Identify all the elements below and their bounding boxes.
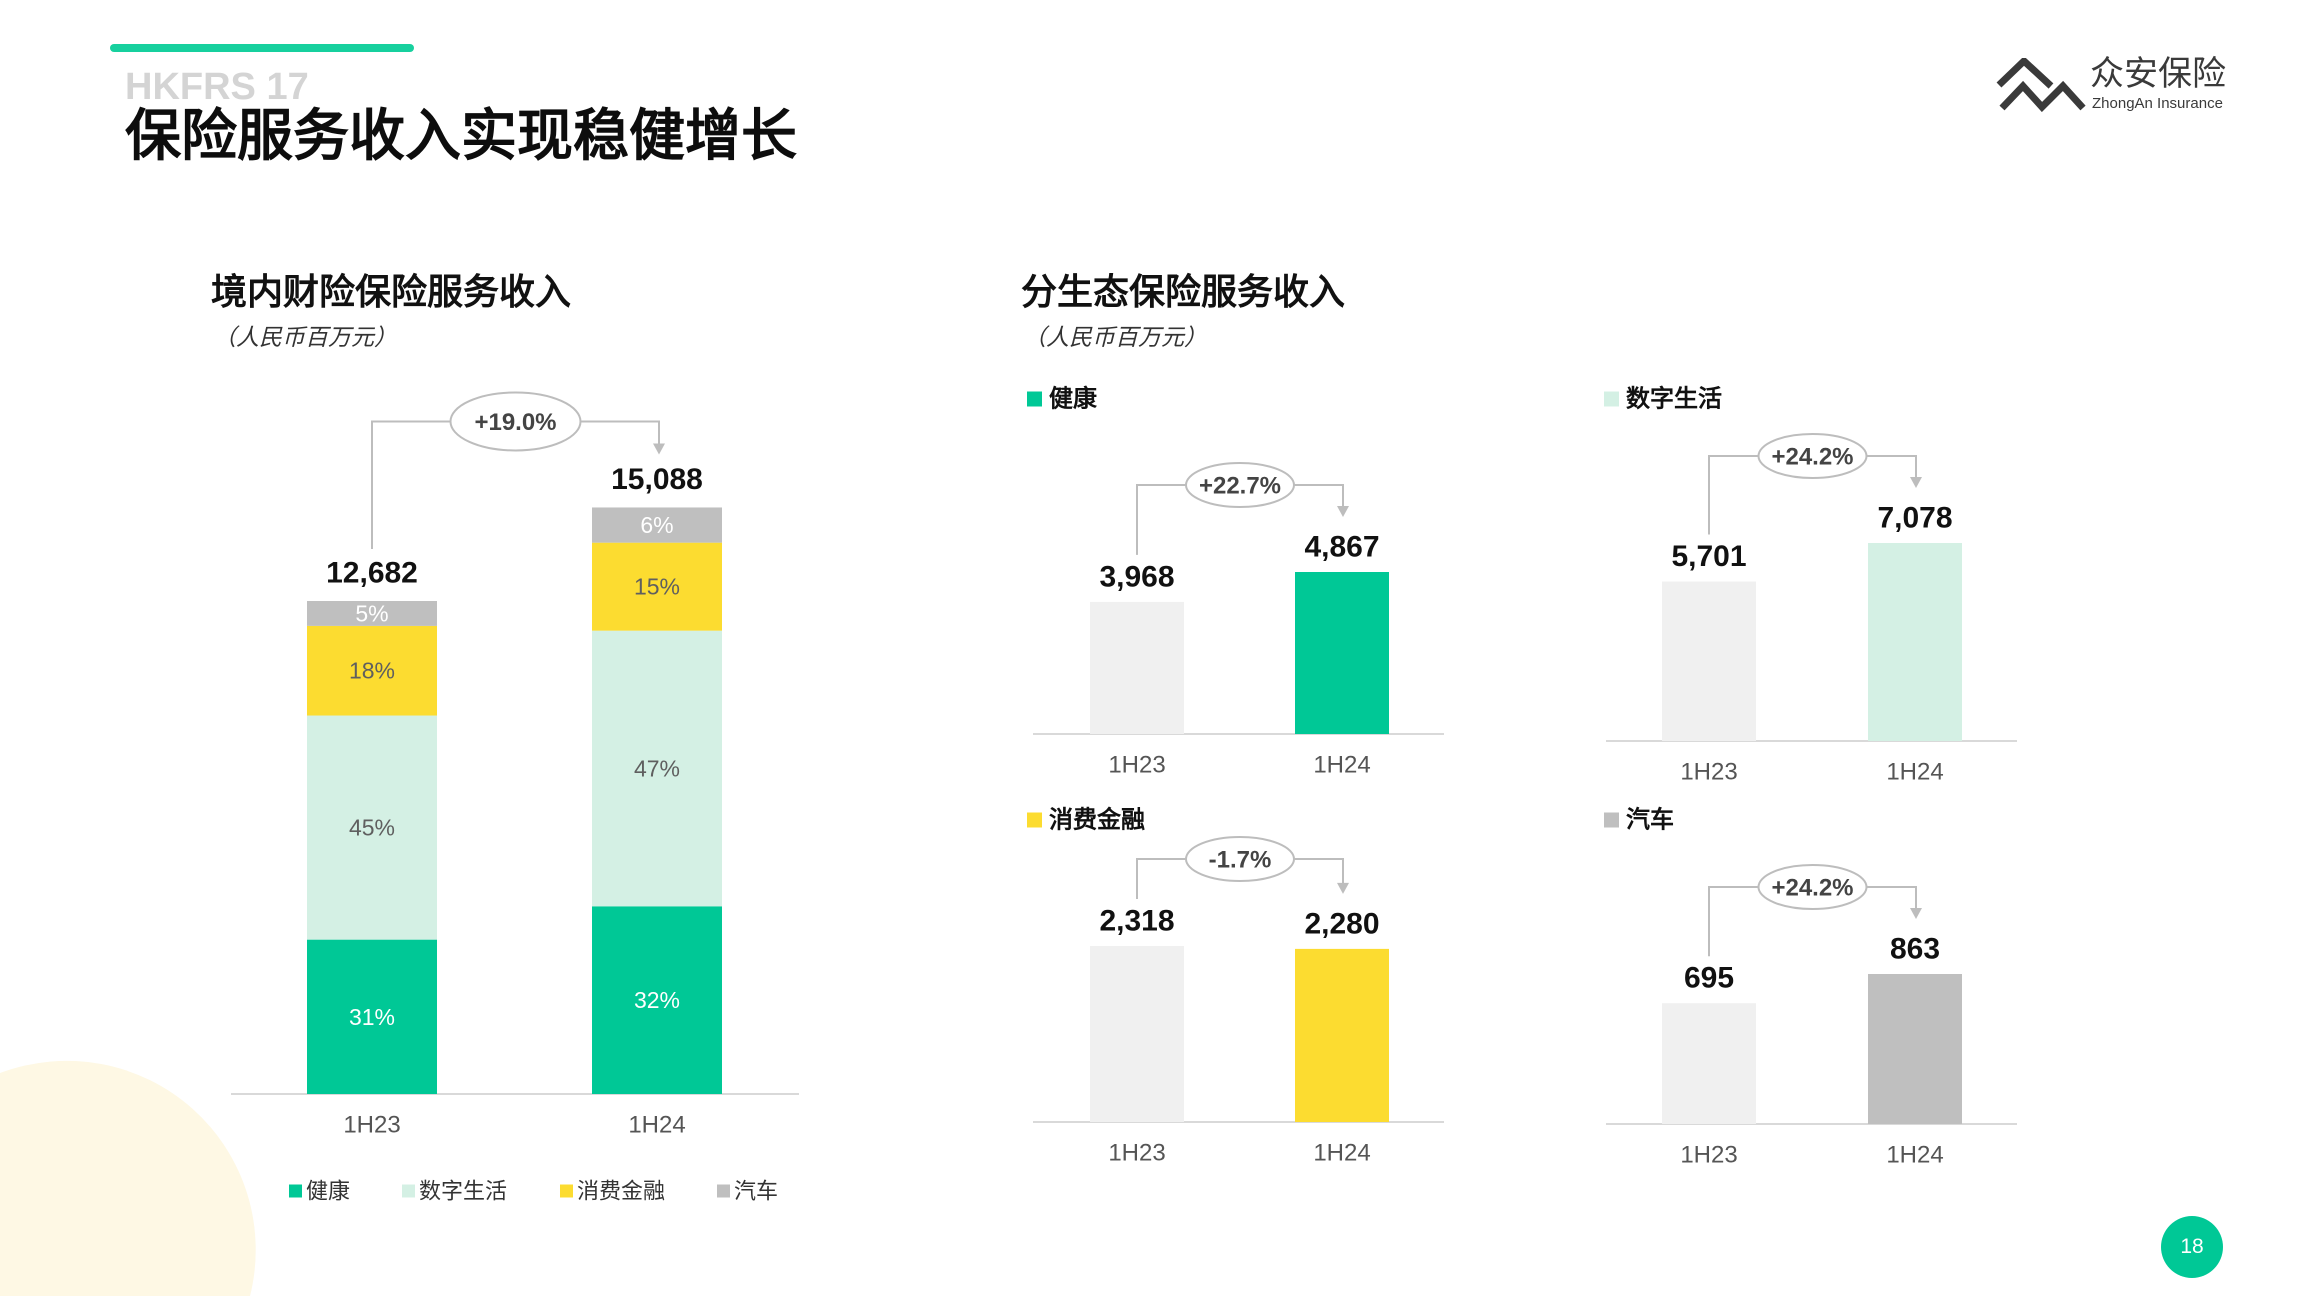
bar-total-label: 15,088 <box>611 463 703 496</box>
consumer-finance-arrow-icon <box>1337 882 1349 894</box>
legend-label-consumer-finance: 消费金融 <box>577 1179 665 1204</box>
digital-life-value-label: 7,078 <box>1877 502 1952 535</box>
segment-share-label: 31% <box>349 1004 395 1030</box>
bar-segment-auto-1h24 <box>592 507 722 543</box>
bar-total-label: 12,682 <box>326 557 418 590</box>
category-label: 1H23 <box>343 1112 400 1139</box>
digital-life-arrow-icon <box>1910 477 1922 488</box>
digital-life-legend-swatch <box>1604 391 1619 407</box>
segment-share-label: 5% <box>355 600 388 626</box>
consumer-finance-bar-1h24 <box>1295 948 1389 1122</box>
health-category-label: 1H24 <box>1313 752 1370 779</box>
logo-upper-peak <box>1996 58 2054 89</box>
consumer-finance-bar-1h23 <box>1090 946 1184 1122</box>
health-chart-label: 健康 <box>1049 385 1098 413</box>
health-change-label: +22.7% <box>1199 473 1281 500</box>
legend-label-auto: 汽车 <box>734 1179 778 1204</box>
consumer-finance-value-label: 2,280 <box>1304 907 1379 940</box>
left-chart-title: 境内财险保险服务收入 <box>211 271 572 312</box>
logo-name-en: ZhongAn Insurance <box>2092 95 2223 112</box>
mountain-logo-icon <box>1996 58 2086 112</box>
digital-life-bar-1h23 <box>1662 581 1756 741</box>
bar-segment-consumer-finance-1h23 <box>307 625 437 716</box>
consumer-finance-value-label: 2,318 <box>1099 905 1174 938</box>
auto-category-label: 1H24 <box>1886 1142 1943 1169</box>
left-chart-change-label: +19.0% <box>474 409 556 436</box>
auto-legend-swatch <box>1604 812 1619 828</box>
consumer-finance-change-label: -1.7% <box>1209 847 1272 874</box>
legend-swatch-health <box>289 1184 302 1198</box>
standard-label: HKFRS 17 <box>125 66 309 108</box>
left-chart-change-badge <box>449 391 582 452</box>
consumer-finance-change-badge <box>1185 836 1295 882</box>
bar-segment-auto-1h23 <box>307 601 437 626</box>
bar-segment-health-1h23 <box>307 939 437 1094</box>
segment-share-label: 6% <box>640 512 673 538</box>
ecosystem-section-unit: （人民币百万元） <box>1023 324 1207 350</box>
consumer-finance-category-label: 1H24 <box>1313 1140 1370 1167</box>
category-label: 1H24 <box>628 1112 685 1139</box>
auto-bar-1h24 <box>1868 974 1962 1124</box>
auto-value-label: 863 <box>1890 933 1940 966</box>
auto-value-label: 695 <box>1684 962 1734 995</box>
decorative-circle <box>0 1060 256 1296</box>
auto-change-label: +24.2% <box>1771 875 1853 902</box>
auto-change-badge <box>1757 864 1868 910</box>
bar-segment-digital-life-1h24 <box>592 630 722 907</box>
health-value-label: 3,968 <box>1099 560 1174 593</box>
segment-share-label: 15% <box>634 574 680 600</box>
left-chart-arrow-icon <box>653 443 665 455</box>
health-arrow-icon <box>1337 506 1349 517</box>
ecosystem-section-title: 分生态保险服务收入 <box>1021 271 1346 312</box>
segment-share-label: 47% <box>634 755 680 781</box>
logo-name-cn: 众安保险 <box>2090 55 2226 93</box>
bar-segment-health-1h24 <box>592 906 722 1094</box>
auto-category-label: 1H23 <box>1680 1142 1737 1169</box>
left-chart-unit: （人民币百万元） <box>213 324 397 350</box>
health-legend-swatch <box>1027 391 1042 407</box>
digital-life-category-label: 1H23 <box>1680 759 1737 786</box>
auto-arrow-icon <box>1910 908 1922 919</box>
segment-share-label: 32% <box>634 987 680 1013</box>
segment-share-label: 45% <box>349 815 395 841</box>
digital-life-chart-label: 数字生活 <box>1626 385 1722 413</box>
bar-segment-digital-life-1h23 <box>307 715 437 940</box>
digital-life-value-label: 5,701 <box>1671 540 1746 573</box>
logo-lower-peaks <box>1999 80 2086 112</box>
auto-chart-label: 汽车 <box>1626 806 1674 834</box>
accent-bar <box>110 44 414 52</box>
digital-life-bar-1h24 <box>1868 543 1962 741</box>
segment-share-label: 18% <box>349 658 395 684</box>
health-bar-1h24 <box>1295 572 1389 734</box>
page-title: 保险服务收入实现稳健增长 <box>125 104 797 167</box>
health-bar-1h23 <box>1090 601 1184 734</box>
auto-bar-1h23 <box>1662 1003 1756 1124</box>
legend-label-health: 健康 <box>306 1179 350 1204</box>
health-value-label: 4,867 <box>1304 531 1379 564</box>
digital-life-change-badge <box>1757 433 1868 479</box>
legend-swatch-consumer-finance <box>560 1184 573 1198</box>
digital-life-change-label: +24.2% <box>1771 444 1853 471</box>
health-change-badge <box>1185 462 1295 508</box>
legend-swatch-auto <box>717 1184 730 1198</box>
health-category-label: 1H23 <box>1108 752 1165 779</box>
legend-label-digital-life: 数字生活 <box>419 1179 507 1204</box>
consumer-finance-chart-label: 消费金融 <box>1049 806 1145 834</box>
legend-swatch-digital-life <box>402 1184 415 1198</box>
page-number: 18 <box>2161 1216 2223 1278</box>
consumer-finance-category-label: 1H23 <box>1108 1140 1165 1167</box>
digital-life-category-label: 1H24 <box>1886 759 1943 786</box>
consumer-finance-legend-swatch <box>1027 812 1042 828</box>
bar-segment-consumer-finance-1h24 <box>592 542 722 631</box>
